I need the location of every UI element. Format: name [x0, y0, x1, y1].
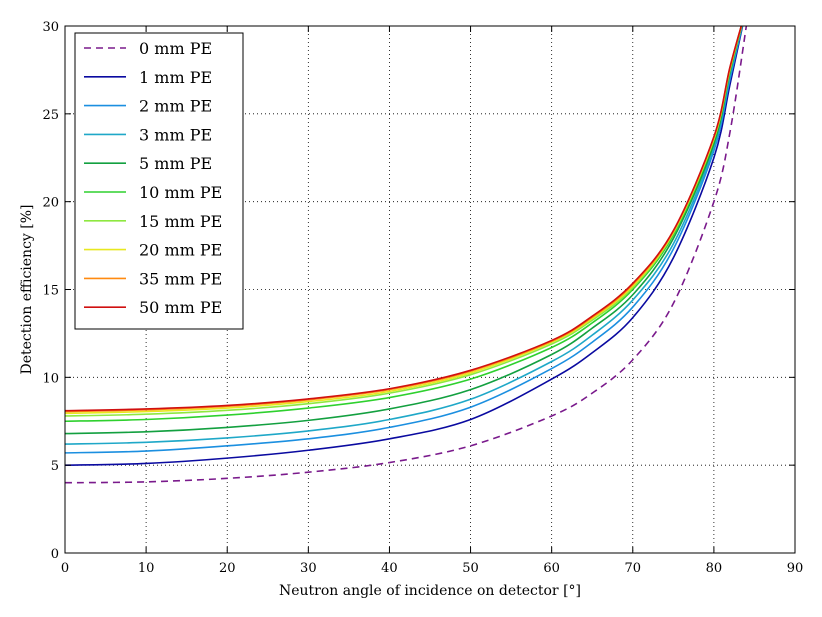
- x-tick-label: 30: [300, 561, 317, 576]
- y-tick-label: 15: [42, 284, 59, 299]
- x-tick-label: 20: [219, 561, 236, 576]
- x-tick-label: 90: [787, 561, 804, 576]
- x-tick-label: 40: [381, 561, 398, 576]
- legend-label: 50 mm PE: [139, 298, 222, 317]
- legend-label: 20 mm PE: [139, 241, 222, 260]
- x-tick-label: 60: [543, 561, 560, 576]
- y-tick-label: 30: [42, 20, 59, 35]
- legend-label: 3 mm PE: [139, 125, 212, 144]
- legend-label: 0 mm PE: [139, 39, 212, 58]
- series-line-0-mm-pe: [65, 26, 748, 484]
- y-tick-label: 20: [42, 196, 59, 211]
- series-line-50-mm-pe: [65, 26, 743, 412]
- legend-label: 5 mm PE: [139, 154, 212, 173]
- legend: 0 mm PE 1 mm PE 2 mm PE 3 mm PE 5 mm PE 10 mm…: [74, 32, 244, 330]
- x-tick-label: 50: [462, 561, 479, 576]
- x-tick-label: 70: [625, 561, 642, 576]
- series-line-3-mm-pe: [65, 26, 743, 445]
- x-tick-label: 80: [706, 561, 723, 576]
- x-tick-label: 10: [138, 561, 155, 576]
- y-tick-label: 0: [51, 547, 59, 562]
- curves: [65, 26, 748, 484]
- grid: [65, 26, 795, 553]
- ticks: 0 10 20 30 40 50 60 70 80 90 0 5 10 15 20 25 30: [42, 20, 803, 576]
- series-line-1-mm-pe: [65, 26, 744, 466]
- series-line-5-mm-pe: [65, 26, 743, 435]
- y-tick-label: 10: [42, 371, 59, 386]
- y-tick-label: 25: [42, 108, 59, 123]
- x-axis-label: Neutron angle of incidence on detector […: [279, 583, 581, 599]
- series-line-2-mm-pe: [65, 26, 744, 454]
- x-tick-label: 0: [61, 561, 69, 576]
- y-tick-label: 5: [51, 459, 59, 474]
- legend-label: 15 mm PE: [139, 212, 222, 231]
- legend-label: 2 mm PE: [139, 97, 212, 116]
- legend-box: [74, 32, 244, 330]
- legend-label: 35 mm PE: [139, 269, 222, 288]
- legend-label: 10 mm PE: [139, 183, 222, 202]
- legend-label: 1 mm PE: [139, 68, 212, 87]
- y-axis-label: Detection efficiency [%]: [19, 204, 35, 374]
